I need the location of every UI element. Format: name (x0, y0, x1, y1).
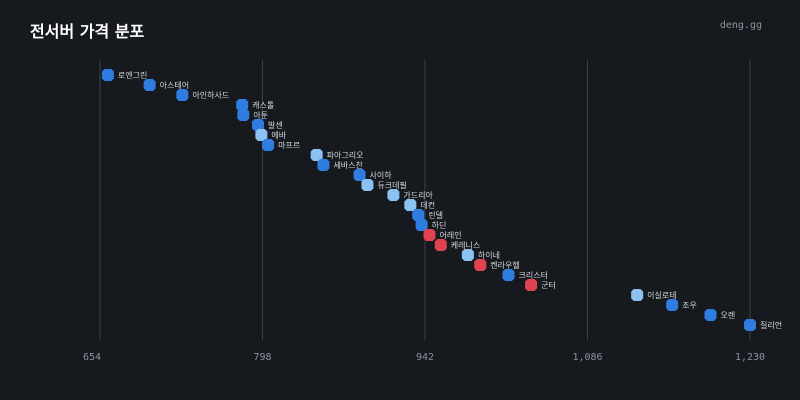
brand-logo-text: deng.gg (719, 20, 762, 31)
point-label: 케레니스 (451, 240, 480, 250)
point-marker[interactable] (262, 139, 275, 151)
point-marker[interactable] (387, 189, 400, 201)
point-label: 아툰 (253, 110, 268, 120)
x-tick-label: 654 (83, 352, 101, 363)
x-tick-label: 942 (416, 352, 434, 363)
point-marker[interactable] (434, 239, 447, 251)
point-label: 캐스톨 (252, 101, 274, 110)
point-marker[interactable] (474, 259, 487, 271)
data-point[interactable]: 에바 (255, 129, 287, 141)
x-tick-label: 1,230 (735, 352, 765, 363)
point-label: 파아그리오 (327, 150, 364, 160)
data-point[interactable]: 발센 (251, 119, 283, 131)
point-label: 아인하사드 (192, 90, 229, 100)
point-label: 질리언 (760, 320, 782, 330)
point-marker[interactable] (404, 199, 417, 211)
data-point[interactable]: 듀크데필 (361, 179, 407, 191)
point-label: 하이네 (478, 250, 500, 260)
data-point[interactable]: 로엔그린 (101, 69, 147, 81)
point-marker[interactable] (631, 289, 644, 301)
point-label: 어레인 (440, 230, 462, 240)
point-marker[interactable] (101, 69, 114, 81)
point-label: 군터 (541, 281, 556, 290)
point-label: 가드리아 (403, 190, 433, 200)
data-point[interactable]: 케레니스 (434, 239, 480, 251)
data-point[interactable]: 아툰 (237, 109, 268, 121)
point-marker[interactable] (415, 219, 428, 231)
point-label: 오렌 (721, 310, 736, 320)
data-point[interactable]: 이실로테 (631, 289, 677, 301)
data-point[interactable]: 아인하사드 (176, 89, 229, 101)
x-tick-label: 1,086 (572, 352, 602, 363)
data-point[interactable]: 켄라우헬 (474, 259, 520, 271)
point-label: 켄라우헬 (490, 260, 519, 270)
point-label: 마프르 (278, 141, 300, 150)
data-point[interactable]: 데컨 (404, 199, 435, 211)
point-marker[interactable] (412, 209, 425, 221)
point-marker[interactable] (361, 179, 374, 191)
point-marker[interactable] (525, 279, 538, 291)
point-label: 듀크데필 (377, 180, 406, 190)
point-marker[interactable] (255, 129, 268, 141)
point-marker[interactable] (251, 119, 264, 131)
data-point[interactable]: 어레인 (423, 229, 462, 241)
point-marker[interactable] (704, 309, 717, 321)
x-tick-label: 798 (253, 352, 271, 363)
point-label: 아스테어 (160, 80, 189, 90)
point-marker[interactable] (176, 89, 189, 101)
data-point[interactable]: 캐스톨 (236, 99, 274, 111)
point-marker[interactable] (143, 79, 156, 91)
point-marker[interactable] (310, 149, 323, 161)
data-point[interactable]: 군터 (525, 279, 556, 291)
point-label: 에바 (271, 130, 286, 140)
point-label: 세바스찬 (333, 160, 363, 170)
grid-lines (99, 60, 751, 340)
data-point[interactable]: 린델 (412, 209, 443, 221)
data-point[interactable]: 조우 (666, 299, 697, 311)
data-point[interactable]: 질리언 (744, 319, 782, 331)
point-marker[interactable] (317, 159, 330, 171)
point-marker[interactable] (236, 99, 249, 111)
point-label: 하딘 (432, 220, 447, 230)
x-axis-ticks: 654 798 942 1,086 1,230 (83, 352, 765, 363)
data-point[interactable]: 하이네 (461, 249, 500, 261)
data-point[interactable]: 사이하 (353, 169, 393, 181)
point-label: 로엔그린 (118, 70, 147, 80)
point-marker[interactable] (353, 169, 366, 181)
data-point[interactable]: 파아그리오 (310, 149, 364, 161)
data-point[interactable]: 크리스터 (502, 269, 548, 281)
data-point[interactable]: 세바스찬 (317, 159, 364, 171)
point-label: 발센 (268, 120, 283, 130)
point-marker[interactable] (237, 109, 250, 121)
data-point[interactable]: 가드리아 (387, 189, 433, 201)
data-point[interactable]: 아스테어 (143, 79, 189, 91)
point-marker[interactable] (461, 249, 474, 261)
point-label: 조우 (682, 301, 697, 310)
point-marker[interactable] (502, 269, 515, 281)
point-label: 크리스터 (519, 271, 548, 280)
point-label: 데컨 (420, 200, 435, 210)
data-point[interactable]: 하딘 (415, 219, 447, 231)
page-title: 전서버 가격 분포 (30, 22, 145, 41)
point-label: 사이하 (370, 170, 393, 180)
point-marker[interactable] (423, 229, 436, 241)
data-point[interactable]: 오렌 (704, 309, 736, 321)
point-label: 린델 (428, 210, 443, 220)
point-label: 이실로테 (647, 290, 676, 300)
point-marker[interactable] (744, 319, 756, 331)
data-point[interactable]: 마프르 (262, 139, 300, 151)
data-points: 로엔그린아스테어아인하사드캐스톨아툰발센에바마프르파아그리오세바스찬사이하듀크데… (101, 69, 782, 331)
point-marker[interactable] (666, 299, 679, 311)
